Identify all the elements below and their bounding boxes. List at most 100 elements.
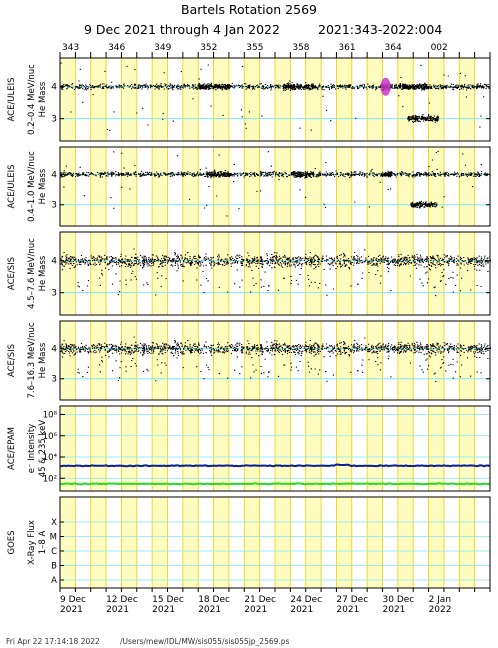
- day-band: [244, 232, 260, 315]
- top-doy-label: 349: [154, 43, 171, 53]
- bottom-date-label: 21 Dec: [244, 595, 276, 605]
- electron-series: [59, 463, 491, 468]
- instrument-label: ACE/SIS: [7, 344, 17, 377]
- day-band: [336, 321, 352, 400]
- energy-label: 7.6–16.3 MeV/nuc: [27, 322, 37, 398]
- day-band: [428, 497, 444, 588]
- day-band: [428, 232, 444, 315]
- day-band: [305, 232, 322, 315]
- day-band: [459, 58, 475, 141]
- y-tick-label: 4: [51, 170, 57, 180]
- bottom-year-label: 2021: [152, 605, 175, 615]
- day-band: [182, 232, 199, 315]
- bottom-date-label: 18 Dec: [198, 595, 230, 605]
- y-axis-label: 45 & 235 keV: [38, 420, 48, 478]
- bottom-year-label: 2021: [290, 605, 313, 615]
- day-band: [305, 321, 322, 400]
- energy-label: X-Ray Flux: [27, 520, 37, 565]
- day-band: [397, 232, 414, 315]
- day-band: [121, 232, 137, 315]
- day-band: [182, 58, 199, 141]
- day-band: [121, 147, 137, 226]
- panel-1: 3 4 ACE/ULEIS 0.2–0.4 MeV/nuc He Mass: [7, 57, 491, 142]
- top-doy-label: 343: [62, 43, 79, 53]
- day-band: [90, 321, 107, 400]
- day-band: [305, 406, 322, 491]
- panel-frame: [59, 231, 491, 316]
- day-band: [121, 406, 137, 491]
- day-band: [459, 147, 475, 226]
- day-band: [121, 321, 137, 400]
- day-band: [336, 58, 352, 141]
- day-band: [213, 497, 229, 588]
- day-band: [182, 406, 199, 491]
- energy-label: 4.5–7.6 MeV/nuc: [27, 238, 37, 309]
- data-points: [60, 150, 491, 217]
- burst-marker: [380, 77, 391, 96]
- date-range: 9 Dec 2021 through 4 Jan 2022: [84, 22, 280, 37]
- y-tick-label: 10⁸: [43, 411, 58, 421]
- top-doy-label: 361: [338, 43, 355, 53]
- day-band: [275, 321, 291, 400]
- y-axis-label: He Mass: [38, 168, 48, 204]
- day-band: [336, 147, 352, 226]
- y-tick-label: 4: [51, 344, 57, 354]
- day-band: [397, 406, 414, 491]
- energy-label: 0.2–0.4 MeV/nuc: [27, 64, 37, 135]
- day-band: [275, 497, 291, 588]
- panel-frame: [59, 405, 491, 492]
- data-points: [60, 62, 491, 132]
- panel-3: 3 4 ACE/SIS 4.5–7.6 MeV/nuc He Mass: [7, 231, 492, 316]
- day-band: [459, 406, 475, 491]
- data-points: [60, 336, 492, 383]
- day-band: [459, 232, 475, 315]
- bottom-date-label: 24 Dec: [290, 595, 322, 605]
- energy-label: 0.4–1.0 MeV/nuc: [27, 151, 37, 222]
- bottom-date-label: 9 Dec: [60, 595, 86, 605]
- day-band: [397, 58, 414, 141]
- day-band: [459, 321, 475, 400]
- day-band: [244, 321, 260, 400]
- y-tick-label: 4: [51, 83, 57, 93]
- day-band: [152, 58, 168, 141]
- panel-4: 3 4 ACE/SIS 7.6–16.3 MeV/nuc He Mass: [7, 320, 492, 401]
- y-tick-label: C: [51, 547, 57, 557]
- day-band: [213, 58, 229, 141]
- panel-frame: [59, 320, 491, 401]
- day-band: [336, 406, 352, 491]
- bottom-year-label: 2021: [106, 605, 129, 615]
- instrument-label: ACE/ULEIS: [7, 164, 17, 208]
- y-tick-label: 3: [51, 375, 57, 385]
- day-band: [244, 497, 260, 588]
- top-doy-label: 355: [246, 43, 263, 53]
- day-band: [121, 497, 137, 588]
- y-tick-label: A: [51, 576, 57, 586]
- y-tick-label: 3: [51, 201, 57, 211]
- day-band: [244, 406, 260, 491]
- day-band: [90, 497, 107, 588]
- day-band: [60, 232, 76, 315]
- day-band: [275, 58, 291, 141]
- day-band: [90, 58, 107, 141]
- instrument-label: ACE/ULEIS: [7, 77, 17, 121]
- y-tick-label: X: [51, 518, 57, 528]
- bottom-year-label: 2021: [336, 605, 359, 615]
- bottom-year-label: 2021: [383, 605, 406, 615]
- day-band: [60, 58, 76, 141]
- day-band: [305, 497, 322, 588]
- bottom-date-label: 30 Dec: [383, 595, 415, 605]
- day-band: [213, 406, 229, 491]
- day-band: [428, 406, 444, 491]
- y-tick-label: 10⁴: [43, 453, 58, 463]
- instrument-label: GOES: [7, 530, 17, 554]
- energy-label: e⁻ Intensity: [27, 424, 37, 473]
- top-doy-label: 346: [108, 43, 125, 53]
- bottom-date-label: 12 Dec: [106, 595, 138, 605]
- y-tick-label: 10²: [43, 474, 57, 484]
- day-band: [60, 321, 76, 400]
- day-band: [60, 147, 76, 226]
- y-tick-label: 3: [51, 289, 57, 299]
- panel-5: 10² 10⁴ 10⁶ 10⁸ ACE/EPAM e⁻ Intensity 45 & 235…: [7, 405, 491, 492]
- day-band: [397, 147, 414, 226]
